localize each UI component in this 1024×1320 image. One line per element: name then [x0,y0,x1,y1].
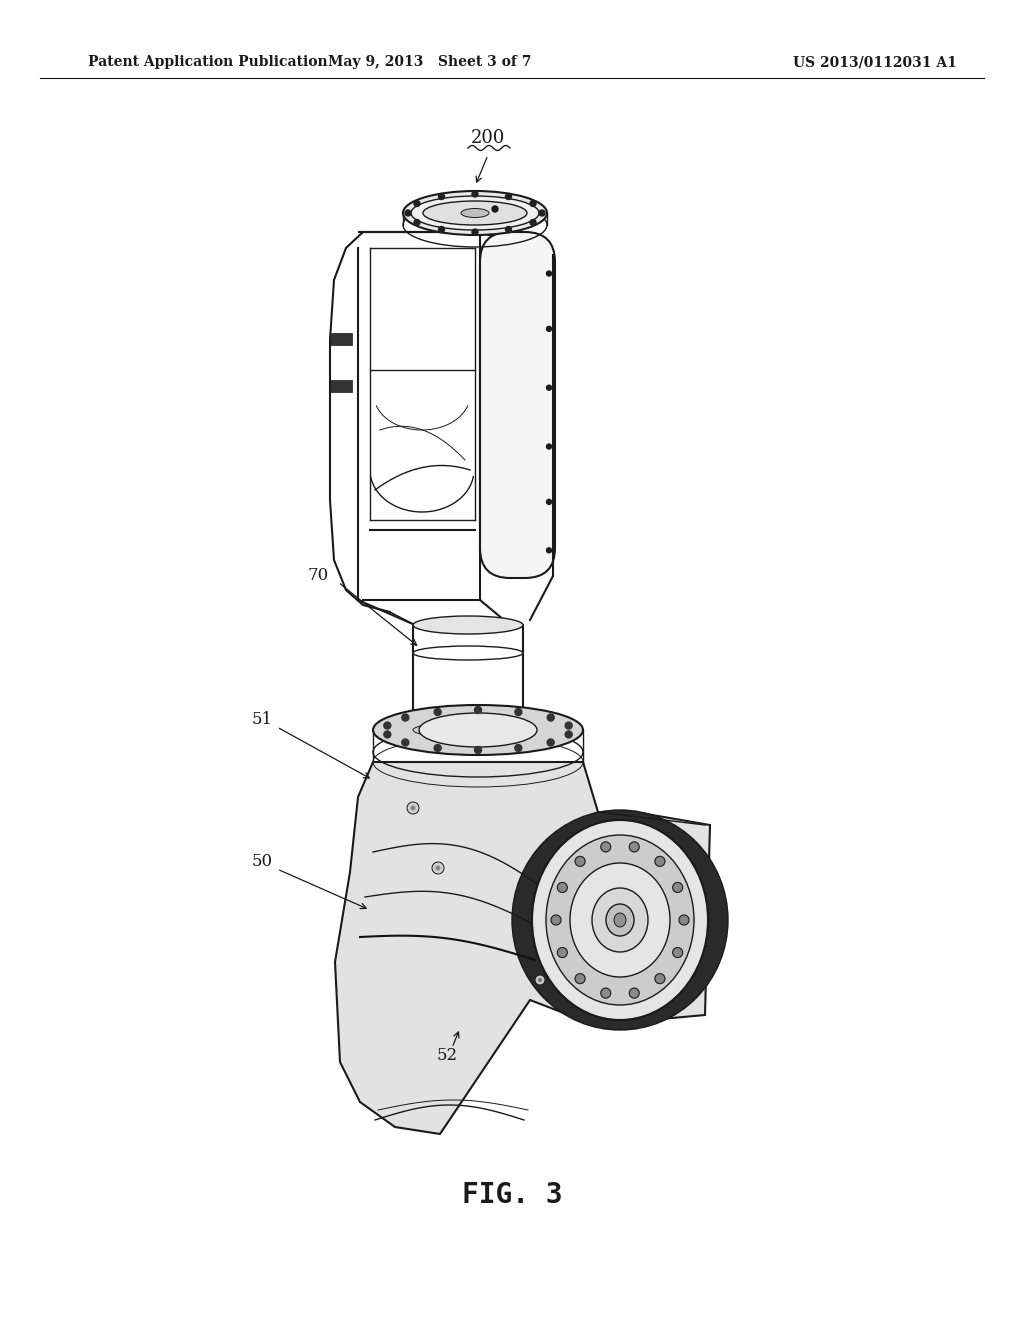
Circle shape [474,706,481,714]
Circle shape [547,385,552,391]
Circle shape [629,842,639,851]
Circle shape [411,805,416,810]
Text: 50: 50 [252,854,273,870]
Circle shape [673,948,683,957]
Text: 200: 200 [471,129,505,147]
Circle shape [435,866,440,870]
Circle shape [655,974,665,983]
Ellipse shape [606,904,634,936]
Circle shape [565,722,572,729]
Circle shape [384,722,391,729]
Circle shape [601,989,610,998]
Ellipse shape [592,888,648,952]
Circle shape [547,271,552,276]
Ellipse shape [403,191,547,235]
Circle shape [557,883,567,892]
Circle shape [406,210,411,216]
Circle shape [601,842,610,851]
Ellipse shape [546,836,694,1005]
Circle shape [679,915,689,925]
Circle shape [434,709,441,715]
Circle shape [547,714,554,721]
Ellipse shape [411,195,539,230]
Circle shape [401,714,409,721]
Circle shape [414,219,420,226]
Circle shape [547,499,552,504]
Text: May 9, 2013   Sheet 3 of 7: May 9, 2013 Sheet 3 of 7 [329,55,531,69]
Circle shape [547,444,552,449]
Polygon shape [358,232,553,255]
Circle shape [515,709,522,715]
Circle shape [673,883,683,892]
Text: 70: 70 [308,566,330,583]
Ellipse shape [373,705,583,755]
Circle shape [492,206,498,213]
Text: US 2013/0112031 A1: US 2013/0112031 A1 [793,55,957,69]
Text: Patent Application Publication: Patent Application Publication [88,55,328,69]
Circle shape [655,857,665,866]
Circle shape [547,739,554,746]
Circle shape [557,948,567,957]
Circle shape [407,803,419,814]
Circle shape [432,862,444,874]
Circle shape [474,747,481,754]
Ellipse shape [423,201,527,224]
Ellipse shape [532,820,708,1020]
Circle shape [565,731,572,738]
Text: FIG. 3: FIG. 3 [462,1181,562,1209]
Bar [330,380,352,392]
Circle shape [434,744,441,751]
Circle shape [547,548,552,553]
Ellipse shape [419,713,537,747]
Text: 51: 51 [252,711,273,729]
Circle shape [530,219,536,226]
Circle shape [414,201,420,206]
Circle shape [438,227,444,232]
Circle shape [384,731,391,738]
FancyBboxPatch shape [480,232,555,578]
Circle shape [438,194,444,199]
Circle shape [538,978,542,982]
Circle shape [472,228,478,235]
Circle shape [629,989,639,998]
Ellipse shape [614,913,626,927]
Circle shape [539,210,545,216]
Ellipse shape [413,616,523,634]
Ellipse shape [461,209,489,218]
Ellipse shape [570,863,670,977]
Circle shape [515,744,522,751]
Circle shape [551,915,561,925]
Circle shape [506,227,512,232]
Bar [330,333,352,345]
Circle shape [472,191,478,197]
Circle shape [535,975,545,985]
Circle shape [575,857,585,866]
Circle shape [506,194,512,199]
Text: 52: 52 [436,1047,458,1064]
Ellipse shape [512,810,728,1030]
Circle shape [530,201,536,206]
Circle shape [401,739,409,746]
Circle shape [547,326,552,331]
Polygon shape [335,762,710,1134]
Circle shape [575,974,585,983]
